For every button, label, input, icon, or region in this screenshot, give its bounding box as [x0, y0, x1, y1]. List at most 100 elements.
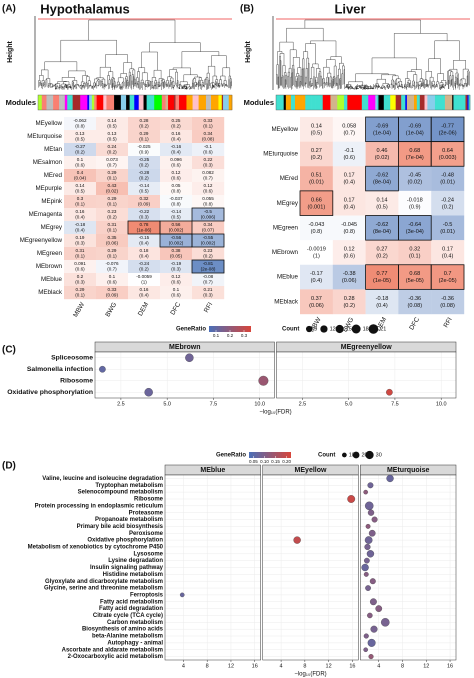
category-label: Metabolism of xenobiotics by cytochrome …	[28, 545, 164, 551]
x-tick-label: 7.5	[391, 401, 399, 407]
cell-value: -0.62	[376, 173, 389, 179]
cell-value: -0.1	[204, 144, 212, 149]
cell-value: 0.32	[409, 247, 420, 253]
heatmap-cell	[160, 221, 193, 235]
cell-value: 0.68	[409, 148, 420, 154]
heatmap-cell	[128, 234, 161, 248]
heatmap-cell	[128, 156, 161, 170]
cell-value: 0.17	[344, 173, 355, 179]
cell-pvalue: (0.6)	[171, 176, 181, 181]
cell-pvalue: (0.2)	[139, 124, 149, 129]
heatmap-cell	[192, 182, 225, 196]
significance-box	[191, 207, 225, 222]
cell-pvalue: (0.4)	[139, 293, 149, 298]
size-legend-dot	[365, 450, 374, 460]
cell-value: -0.16	[171, 144, 182, 149]
cell-pvalue: (0.7)	[343, 130, 355, 136]
heatmap-cell	[160, 273, 193, 287]
cell-value: -0.56	[171, 235, 182, 240]
heatmap-cell	[192, 130, 225, 144]
row-label: MEblack	[38, 289, 63, 296]
cell-pvalue: (0.6)	[107, 280, 117, 285]
significance-box	[430, 264, 465, 290]
color-bar-tick-label: 0.2	[227, 333, 234, 338]
color-bar	[209, 326, 251, 332]
module-segment	[310, 95, 312, 110]
cell-pvalue: (1e-04)	[373, 130, 391, 136]
cell-value: 0.7	[444, 271, 452, 277]
cell-pvalue: (0.5)	[139, 189, 149, 194]
module-segment	[285, 95, 292, 110]
heatmap-cell	[365, 117, 399, 142]
heatmap-cell	[160, 260, 193, 274]
row-label: MEbrown	[272, 249, 299, 256]
heatmap-cell	[96, 247, 129, 261]
cell-value: 0.14	[76, 183, 85, 188]
module-segment	[390, 95, 396, 110]
size-legend-label: 15	[346, 326, 352, 332]
heatmap-cell	[128, 182, 161, 196]
cell-pvalue: (1e-04)	[406, 130, 424, 136]
x-tick-label: 10.0	[436, 401, 447, 407]
cell-value: -0.0019	[307, 247, 326, 253]
module-segment	[94, 95, 97, 110]
module-segment	[192, 95, 199, 110]
module-segment	[330, 95, 338, 110]
dot	[369, 578, 376, 585]
dot	[375, 605, 383, 612]
heatmap-cell	[398, 264, 432, 290]
module-segment	[186, 95, 193, 110]
module-segment	[146, 95, 155, 110]
heatmap-cell	[398, 289, 432, 315]
size-legend-dot	[342, 452, 347, 458]
x-tick-label: 16	[252, 663, 258, 669]
row-label: MEsalmon	[33, 159, 63, 166]
facet-title: MEturquoise	[387, 467, 429, 474]
heatmap-cell	[96, 117, 129, 131]
heatmap-cell	[300, 166, 333, 192]
heatmap-cell	[160, 234, 193, 248]
heatmap-cell	[332, 190, 366, 216]
cell-pvalue: (0.1)	[107, 202, 117, 207]
module-segment	[383, 95, 391, 110]
module-segment	[89, 95, 93, 110]
category-label: Peroxisome	[129, 531, 164, 537]
module-segment	[344, 95, 348, 110]
module-segment	[175, 95, 180, 110]
cell-value: -0.045	[341, 222, 357, 228]
heatmap-cell	[64, 182, 97, 196]
cell-pvalue: (1)	[141, 280, 147, 285]
cell-value: 0.29	[140, 131, 149, 136]
heatmap-cell	[192, 156, 225, 170]
heatmap-cell	[300, 240, 333, 265]
dot	[364, 501, 374, 511]
cell-pvalue: (0.8)	[343, 229, 355, 235]
heatmap-cell	[160, 143, 193, 157]
cell-value: -0.14	[171, 209, 182, 214]
heatmap-cell	[128, 117, 161, 131]
cell-value: 0.14	[311, 123, 322, 129]
heatmap-cell	[96, 182, 129, 196]
module-segment	[414, 95, 418, 110]
heatmap-cell	[192, 286, 225, 300]
heatmap-cell	[96, 143, 129, 157]
cell-value: 0.16	[140, 287, 149, 292]
row-label: MEturquoise	[263, 151, 298, 158]
cell-value: -0.45	[408, 173, 421, 179]
cell-value: -0.25	[139, 157, 150, 162]
cell-pvalue: (0.6)	[75, 163, 85, 168]
color-legend-title: GeneRatio	[176, 327, 206, 333]
cell-pvalue: (0.2)	[139, 176, 149, 181]
size-legend-dot	[320, 325, 328, 333]
x-tick-label: 8	[401, 663, 404, 669]
cell-value: 0.29	[108, 170, 117, 175]
heatmap-cell	[128, 195, 161, 209]
panel-title: Liver	[334, 1, 365, 16]
heatmap-cell	[128, 273, 161, 287]
dot	[367, 509, 375, 516]
cell-pvalue: (0.2)	[203, 254, 213, 259]
heatmap-cell	[332, 166, 366, 192]
cell-pvalue: (0.3)	[203, 293, 213, 298]
heatmap-cell	[398, 141, 432, 167]
module-segment	[322, 95, 331, 110]
